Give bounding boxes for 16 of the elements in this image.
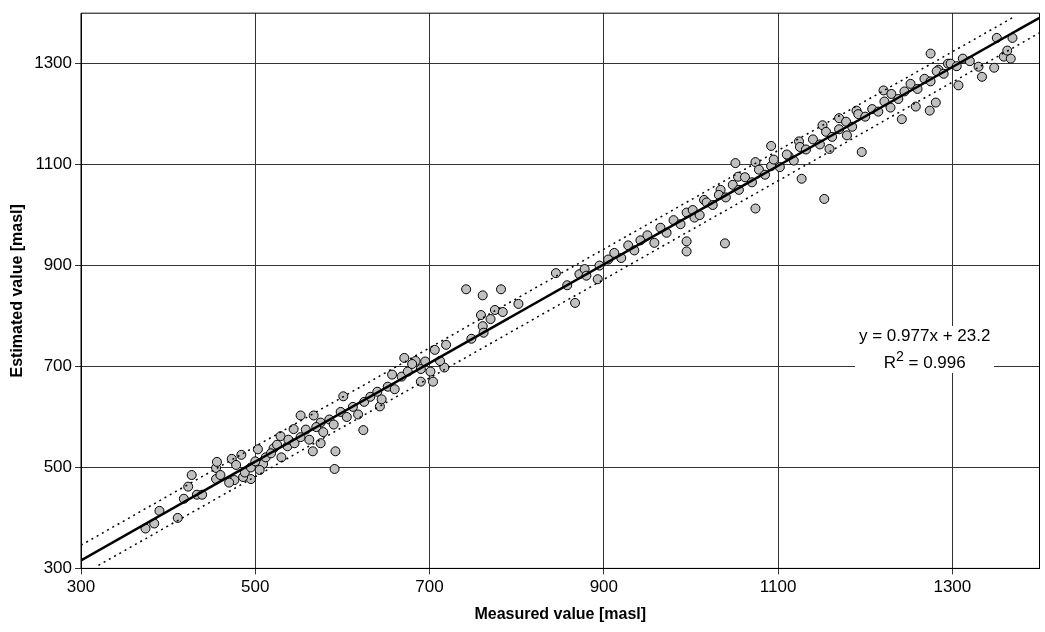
- x-tick-label: 500: [241, 577, 270, 597]
- y-tick-label: 1300: [34, 53, 73, 73]
- y-axis-title: Estimated value [masl]: [8, 204, 26, 378]
- y-tick-label: 700: [43, 356, 73, 376]
- y-tick-label: 1100: [35, 154, 73, 174]
- x-tick-label: 700: [415, 577, 444, 597]
- y-tick-label: 900: [43, 255, 73, 275]
- x-tick-label: 300: [66, 577, 96, 597]
- y-tick-label: 300: [43, 558, 73, 578]
- x-axis-title: Measured value [masl]: [474, 604, 647, 622]
- annotation: y = 0.977x + 23.2: [859, 326, 991, 346]
- annotation: R$^{2}$ = 0.996: [882, 347, 967, 373]
- x-tick-label: 1300: [933, 577, 972, 597]
- x-tick-label: 900: [589, 577, 619, 597]
- x-tick-label: 1100: [759, 577, 797, 597]
- y-tick-label: 500: [43, 457, 73, 477]
